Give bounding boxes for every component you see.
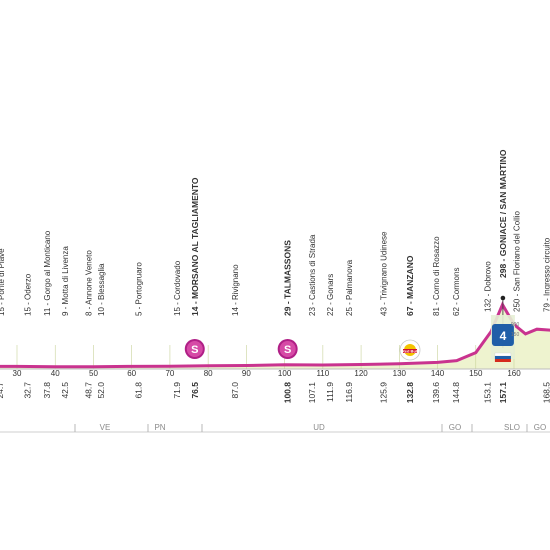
flag-white [494,352,512,357]
distance-label: 42.5 [60,382,70,399]
region-label: UD [313,423,325,432]
climb-icon [491,324,514,346]
distance-label: 168.5 [541,382,550,404]
distance-label: 71.9 [172,382,182,399]
x-tick-label: 110 [316,369,329,378]
distance-label: 153.1 [483,382,493,404]
place-label: 298 - GONIACE / SAN MARTINO [498,149,508,278]
place-label: 250 - San Floriano del Collio [512,211,521,312]
place-label: 14 - Rivignano [231,264,240,316]
region-label: GO [534,423,546,432]
place-label: 5 - Portogruaro [135,262,144,316]
distance-label: 116.9 [344,382,354,403]
place-label: 29 - TALMASSONS [283,240,293,316]
distance-label: 139.6 [431,382,441,404]
sprint-icon-inner [279,341,296,357]
x-tick-label: 100 [278,369,292,378]
place-label: 22 - Gonars [326,274,335,316]
distance-label: 100.8 [283,382,293,404]
region-label: VE [100,423,111,432]
distance-label: 107.1 [307,382,317,404]
distance-label-edge: 24.7 [0,382,5,399]
place-label: 11 - Gorgo al Monticano [43,230,52,316]
place-label: 23 - Castions di Strada [308,234,317,316]
distance-label: 61.8 [134,382,144,399]
sprint-icon-label: S [284,344,291,356]
distance-label: 37.8 [42,382,52,399]
place-label: 15 - Cordovado [173,260,182,316]
place-label: 67 - MANZANO [405,255,415,316]
distance-label: 76.5 [190,382,200,399]
distance-label: 48.7 [83,382,93,399]
distance-label: 144.8 [451,382,461,404]
x-tick-label: 30 [13,369,22,378]
flag-blue [494,356,511,359]
place-label: 15 - Oderzo [23,273,32,316]
place-label: 43 - Trivignano Udinese [380,231,389,316]
x-tick-label: 80 [204,369,213,378]
flag-red [494,359,511,362]
region-label: SLO [504,423,520,432]
distance-label: 157.1 [498,382,508,404]
redbull-icon-band [403,349,418,353]
x-tick-label: 160 [507,369,521,378]
x-tick-label: 60 [127,369,136,378]
distance-label: 125.9 [379,382,389,404]
marker-dot [500,295,506,301]
x-tick-label: 50 [89,369,98,378]
x-tick-label: 70 [165,369,174,378]
climb-icon-label: 4 [500,329,507,343]
place-label: 132 - Dobrovo [484,261,493,312]
place-label: 62 - Cormons [452,268,461,316]
x-tick-label: 130 [393,369,407,378]
place-label: 81 - Corno di Rosazzo [432,236,441,316]
sprint-icon-inner [186,341,203,357]
distance-label: 132.8 [405,382,415,404]
x-tick-label: 140 [431,369,445,378]
region-label: GO [449,423,461,432]
place-label: 10 - Blessaglia [97,263,106,316]
region-label: PN [154,423,165,432]
distance-label: 52.0 [96,382,106,399]
redbull-icon-label: Red Bull [402,349,418,354]
x-tick-label: 90 [242,369,251,378]
distance-label: 32.7 [22,382,32,399]
place-label-edge: 15 - Ponte di Piave [0,248,6,316]
profile-area [0,304,550,369]
distance-label: 87.0 [230,382,240,399]
place-label: 9 - Motta di Livenza [61,246,70,316]
place-label: 25 - Palmanova [345,259,354,316]
distance-label: 111.9 [325,382,335,402]
x-tick-label: 150 [469,369,483,378]
peak-annotation: 150 [511,332,520,338]
sprint-icon-label: S [191,344,198,356]
x-tick-label: 120 [354,369,368,378]
place-label: 14 - MORSANO AL TAGLIAMENTO [190,177,200,316]
peak-annotation: 900 [511,322,520,328]
place-label: 79 - Ingresso circuito [542,237,550,312]
place-label: 8 - Annone Veneto [84,250,93,316]
profile-line [0,301,550,369]
x-tick-label: 40 [51,369,60,378]
